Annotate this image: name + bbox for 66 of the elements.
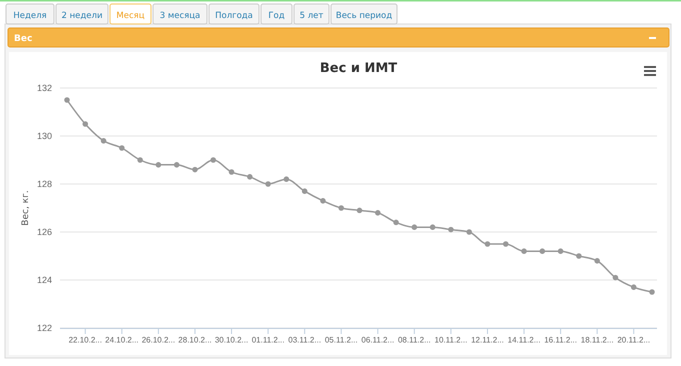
point [576, 253, 582, 259]
point [338, 205, 344, 211]
tab: Полгода [208, 4, 260, 24]
x-tick-label: 14.11.2... [508, 336, 540, 345]
point [484, 241, 490, 247]
y-axis-title: Вес, кг. [21, 190, 31, 226]
x-tick-label: 16.11.2... [544, 336, 577, 345]
point [521, 248, 527, 254]
point [430, 224, 436, 230]
point [356, 208, 362, 214]
point [649, 289, 655, 295]
point [594, 258, 600, 264]
point [265, 181, 271, 187]
point [284, 176, 290, 182]
point [156, 162, 162, 168]
point [320, 198, 326, 204]
y-tick-label: 132 [36, 82, 52, 93]
point [247, 174, 253, 180]
x-tick-label: 18.11.2... [580, 336, 614, 345]
x-tick-label: 30.10.2... [214, 336, 248, 345]
x-tick-label: 08.11.2... [398, 336, 431, 345]
y-tick-label: 130 [36, 130, 52, 141]
y-tick-label: 122 [36, 322, 52, 333]
x-tick-label: 03.11.2... [288, 336, 322, 345]
point [302, 188, 308, 194]
point [412, 224, 418, 230]
point [375, 210, 381, 216]
point [100, 138, 106, 144]
x-tick-label: 05.11.2... [324, 336, 358, 345]
x-tick-label: 01.11.2... [252, 336, 284, 345]
y-tick-label: 126 [36, 226, 52, 237]
point [174, 162, 180, 168]
tab: Весь период [330, 4, 398, 24]
point [612, 274, 618, 280]
point [192, 166, 198, 172]
chart-title: Вес и ИМТ [320, 61, 398, 76]
point [540, 248, 546, 254]
point [466, 229, 472, 235]
point [210, 157, 216, 163]
x-tick-label: 22.10.2... [68, 336, 102, 345]
x-tick-label: 12.11.2... [471, 336, 504, 345]
x-tick-label: 24.10.2... [105, 336, 139, 345]
y-tick-label: 124 [36, 274, 52, 285]
x-tick-label: 10.11.2... [434, 336, 468, 345]
text: Вес [14, 34, 32, 44]
point [64, 97, 70, 103]
point [393, 220, 399, 226]
tab: 3 месяца [152, 4, 208, 24]
tab: Год [260, 4, 292, 24]
point [630, 284, 636, 290]
point [502, 241, 509, 247]
tab: 2 недели [56, 4, 108, 24]
point [137, 157, 143, 163]
tab: Неделя [6, 4, 54, 24]
point [82, 121, 88, 127]
y-tick-label: 128 [36, 178, 52, 189]
tab: 5 лет [294, 4, 330, 24]
x-tick-label: 26.10.2... [142, 336, 176, 345]
point [558, 248, 564, 254]
x-tick-label: 06.11.2... [361, 336, 394, 345]
point [228, 169, 234, 175]
x-tick-label: 28.10.2... [178, 336, 212, 345]
point [119, 145, 125, 151]
point [448, 226, 454, 232]
x-tick-label: 20.11.2... [617, 336, 650, 345]
tab: Месяц [110, 4, 152, 24]
